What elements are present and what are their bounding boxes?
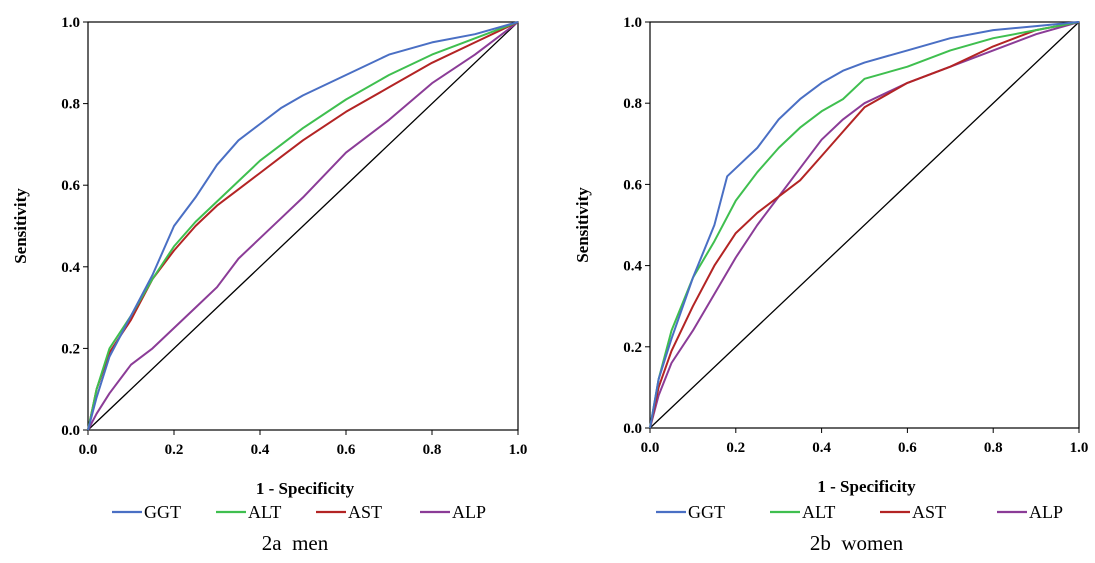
x-tick-label: 0.4: [812, 440, 831, 456]
y-tick-label: 0.0: [61, 423, 80, 439]
chart-panel-2: 0.0 0.2 0.4 0.6 0.8 1.0 0.0 0.2 0.4 0.6 0.8 1.0 1 - …: [573, 15, 1088, 555]
y-tick-label: 0.8: [61, 97, 80, 113]
series-line-ast: [649, 21, 1080, 429]
y-tick-label: 0.6: [61, 178, 80, 194]
reference-diagonal-line: [87, 21, 519, 431]
legend-label-alt: ALT: [248, 502, 281, 522]
x-tick-label: 0.0: [641, 440, 660, 456]
x-tick-label: 0.8: [423, 442, 442, 458]
x-tick-label: 1.0: [1070, 440, 1089, 456]
legend-label-alp: ALP: [452, 502, 486, 522]
chart-panel-1: 0.0 0.2 0.4 0.6 0.8 1.0 0.0 0.2 0.4 0.6 0.8 1.0 1 - …: [11, 15, 527, 555]
x-tick-label: 0.2: [726, 440, 745, 456]
legend-label-alp: ALP: [1029, 502, 1063, 522]
legend-label-ggt: GGT: [144, 502, 181, 522]
y-axis-title: Sensitivity: [11, 188, 30, 264]
chart-caption: 2b women: [810, 531, 904, 555]
legend-label-ast: AST: [348, 502, 382, 522]
y-tick-label: 0.0: [623, 421, 642, 437]
legend-label-ggt: GGT: [688, 502, 725, 522]
legend-label-alt: ALT: [802, 502, 835, 522]
x-tick-label: 0.8: [984, 440, 1003, 456]
y-tick-label: 0.4: [61, 260, 80, 276]
y-tick-label: 0.2: [61, 341, 80, 357]
series-line-ggt: [87, 21, 519, 431]
series-line-alt: [87, 21, 519, 431]
x-tick-label: 0.6: [337, 442, 356, 458]
plot-frame: [87, 21, 519, 431]
y-tick-label: 0.4: [623, 259, 642, 275]
x-axis-title: 1 - Specificity: [817, 477, 916, 496]
y-tick-label: 1.0: [623, 15, 642, 31]
y-tick-label: 0.8: [623, 96, 642, 112]
y-tick-label: 1.0: [61, 15, 80, 31]
series-line-ggt: [649, 21, 1080, 429]
x-tick-label: 1.0: [509, 442, 528, 458]
reference-diagonal-line: [649, 21, 1080, 429]
series-line-alp: [87, 21, 519, 431]
x-tick-label: 0.2: [165, 442, 184, 458]
x-tick-label: 0.0: [79, 442, 98, 458]
x-axis-title: 1 - Specificity: [256, 479, 355, 498]
y-axis-title: Sensitivity: [573, 187, 592, 263]
legend-label-ast: AST: [912, 502, 946, 522]
chart-caption: 2a men: [262, 531, 329, 555]
x-tick-label: 0.6: [898, 440, 917, 456]
x-tick-label: 0.4: [251, 442, 270, 458]
y-tick-label: 0.2: [623, 340, 642, 356]
series-line-alp: [649, 21, 1080, 429]
plot-frame: [649, 21, 1080, 429]
y-tick-label: 0.6: [623, 177, 642, 193]
